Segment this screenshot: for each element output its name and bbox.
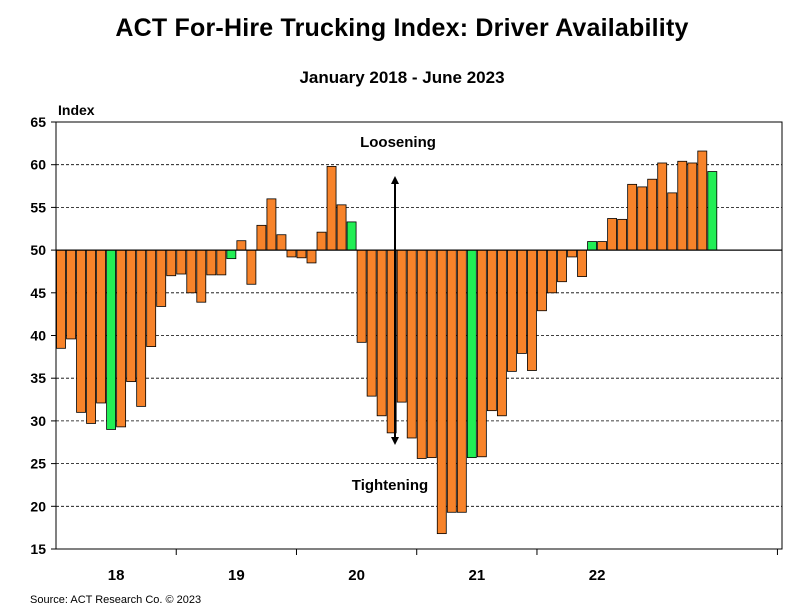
bar xyxy=(567,249,577,258)
x-tick-label: 22 xyxy=(589,567,606,584)
bar xyxy=(316,231,327,251)
y-tick-label: 50 xyxy=(30,242,46,258)
bar xyxy=(66,249,76,340)
bars xyxy=(56,150,718,535)
bar xyxy=(126,249,137,383)
bar xyxy=(547,249,557,294)
bar xyxy=(266,198,277,251)
x-tick-label: 19 xyxy=(228,567,245,584)
bar xyxy=(677,160,688,251)
bar xyxy=(426,249,437,459)
bar xyxy=(96,249,106,404)
bar xyxy=(446,249,457,513)
bar xyxy=(687,162,698,251)
bar xyxy=(216,249,227,276)
bar xyxy=(607,218,618,251)
bar xyxy=(436,249,447,535)
y-tick-label: 15 xyxy=(30,541,46,557)
x-tick-label: 21 xyxy=(468,567,485,584)
bar xyxy=(396,249,407,403)
bar xyxy=(557,249,567,283)
y-tick-label: 30 xyxy=(30,413,46,429)
y-tick-label: 65 xyxy=(30,114,46,130)
bar xyxy=(376,249,387,417)
y-axis-label: Index xyxy=(58,102,95,118)
axes xyxy=(51,121,783,555)
bar xyxy=(76,249,86,413)
annotation-loosening: Loosening xyxy=(360,134,436,151)
y-tick-label: 55 xyxy=(30,199,46,215)
bar xyxy=(476,249,487,458)
bar xyxy=(406,249,417,439)
bar xyxy=(166,249,177,277)
bar xyxy=(296,249,307,259)
x-tick-label: 18 xyxy=(108,567,125,584)
bar xyxy=(226,249,237,260)
bar xyxy=(597,241,607,251)
y-tick-label: 60 xyxy=(30,157,46,173)
labels: 15 20 25 30 35 40 45 50 55 60 65 Index 18 19 20 21 22 Loo… xyxy=(30,102,605,584)
chart-title: ACT For-Hire Trucking Index: Driver Avai… xyxy=(115,14,689,42)
annotation-tightening: Tightening xyxy=(352,477,428,494)
bar xyxy=(496,249,507,417)
y-tick-label: 25 xyxy=(30,456,46,472)
y-tick-label: 35 xyxy=(30,370,46,386)
bar xyxy=(657,162,668,251)
bar xyxy=(537,249,547,312)
chart-subtitle: January 2018 - June 2023 xyxy=(299,68,505,87)
bar xyxy=(136,249,147,407)
bar xyxy=(486,249,497,412)
bar xyxy=(647,178,658,251)
bar xyxy=(366,249,377,397)
x-tick-label: 20 xyxy=(348,567,365,584)
bar xyxy=(56,249,66,349)
bar xyxy=(637,186,648,251)
y-tick-label: 40 xyxy=(30,328,46,344)
bar xyxy=(206,249,217,276)
bar xyxy=(507,249,517,372)
bar xyxy=(186,249,197,294)
y-tick-label: 45 xyxy=(30,285,46,301)
bar xyxy=(156,249,167,307)
bar xyxy=(617,218,628,251)
bar xyxy=(587,241,597,251)
bar xyxy=(356,249,367,343)
bar xyxy=(286,249,297,258)
bar xyxy=(196,249,207,303)
bar xyxy=(667,192,678,251)
bar xyxy=(176,249,187,275)
bar xyxy=(627,183,638,251)
bar xyxy=(246,249,257,285)
bar xyxy=(456,249,467,513)
bar xyxy=(336,204,347,251)
bar xyxy=(527,249,537,371)
bar xyxy=(86,249,96,424)
bar xyxy=(326,166,337,251)
source-note: Source: ACT Research Co. © 2023 xyxy=(30,594,202,606)
bar xyxy=(346,221,357,251)
bar xyxy=(306,249,317,264)
bar xyxy=(577,249,587,277)
bar xyxy=(707,171,718,251)
bar xyxy=(517,249,527,354)
bar xyxy=(466,249,477,459)
bar xyxy=(276,234,287,251)
bar xyxy=(116,249,127,428)
bar xyxy=(146,249,157,348)
bar xyxy=(416,249,427,459)
bar xyxy=(236,240,247,251)
y-tick-label: 20 xyxy=(30,498,46,514)
bar xyxy=(256,224,267,251)
bar xyxy=(106,249,117,430)
bar xyxy=(697,150,708,251)
